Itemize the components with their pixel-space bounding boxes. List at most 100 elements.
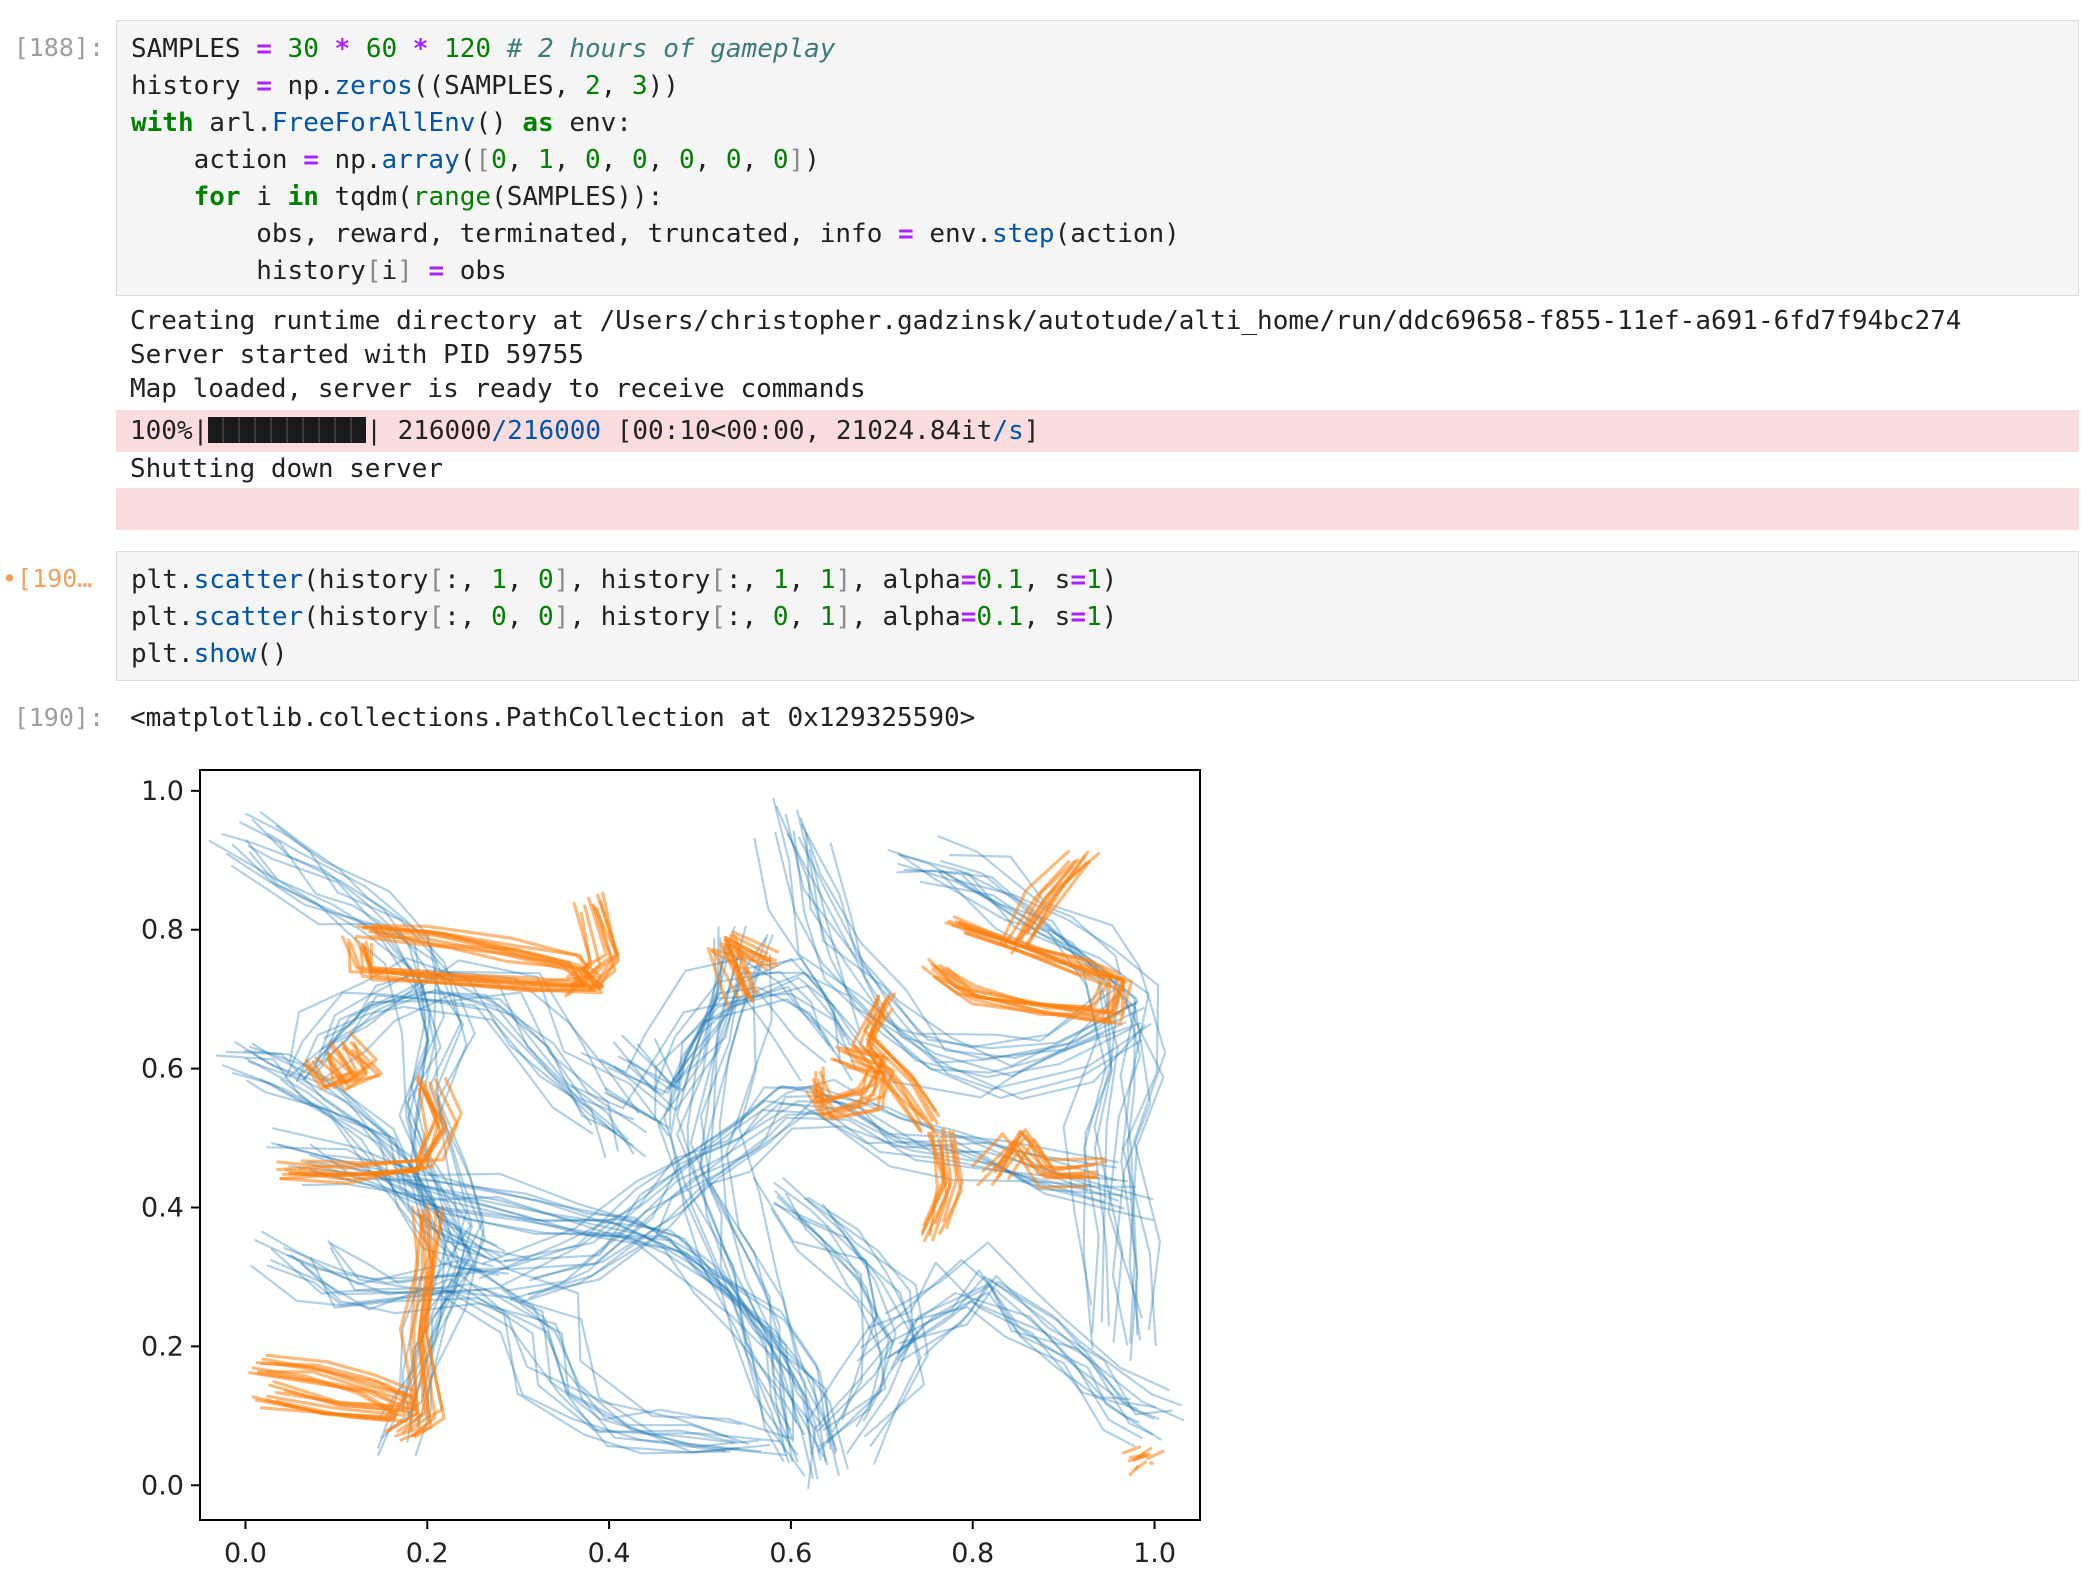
trajectory-trail bbox=[738, 934, 838, 1452]
code-input[interactable]: SAMPLES = 30 * 60 * 120 # 2 hours of gam… bbox=[116, 20, 2079, 296]
trajectory-trail bbox=[896, 869, 1113, 1349]
trajectory-trail bbox=[922, 1128, 945, 1227]
code-line: history = np.zeros((SAMPLES, 2, 3)) bbox=[131, 71, 679, 101]
trajectory-trail bbox=[933, 1128, 953, 1225]
trajectory-trail bbox=[303, 988, 646, 1157]
trajectory-trail bbox=[247, 1060, 510, 1270]
trajectory-trail bbox=[383, 1205, 420, 1434]
trajectory-trail bbox=[886, 1300, 1154, 1436]
trajectory-trail bbox=[501, 1099, 1091, 1287]
trajectory-trail bbox=[270, 1259, 734, 1444]
trajectory-trail bbox=[698, 960, 817, 1490]
trajectory-trail bbox=[326, 1154, 830, 1444]
trajectory-trail bbox=[961, 874, 1165, 1341]
trajectory-trail bbox=[288, 957, 593, 1126]
trajectory-trail bbox=[413, 1210, 446, 1439]
axes-frame bbox=[199, 769, 1201, 1521]
trajectory-trail bbox=[627, 984, 867, 1112]
trajectory-trail bbox=[826, 1209, 929, 1447]
trajectory-trail bbox=[808, 848, 1143, 1099]
trajectory-trail bbox=[251, 819, 485, 1419]
trajectory-trail bbox=[784, 813, 1137, 1050]
repr-output: <matplotlib.collections.PathCollection a… bbox=[116, 700, 2079, 734]
trajectory-trail bbox=[503, 1100, 1129, 1263]
trajectory-trail bbox=[570, 997, 802, 1110]
code-line: plt.show() bbox=[131, 639, 288, 669]
x-tick-label: 0.6 bbox=[769, 1538, 812, 1569]
trajectory-trail bbox=[245, 812, 468, 1412]
trajectory-trail bbox=[903, 868, 1124, 1343]
trajectory-trail bbox=[267, 832, 485, 1420]
trajectory-trail bbox=[942, 1130, 959, 1223]
stderr-output: 100%| | 216000/216000 [00:10<00:00, 21024… bbox=[116, 410, 2079, 452]
trajectory-trail bbox=[796, 809, 1115, 1042]
trajectory-trail bbox=[774, 1190, 893, 1430]
trajectory-trail bbox=[897, 852, 1107, 1334]
trajectory-trail bbox=[897, 1282, 1160, 1420]
stdout-output: Shutting down server bbox=[116, 452, 2079, 486]
trajectory-trail bbox=[253, 1053, 491, 1261]
trajectory-trail bbox=[676, 941, 806, 1477]
trajectory-trail bbox=[809, 1058, 882, 1120]
trajectory-trail bbox=[300, 1262, 762, 1453]
trajectory-trail bbox=[1134, 1460, 1147, 1471]
code-line: SAMPLES = 30 * 60 * 120 # 2 hours of gam… bbox=[131, 34, 836, 64]
trajectory-trail bbox=[308, 1153, 832, 1450]
trajectory-trail bbox=[851, 999, 925, 1120]
trajectory-trail bbox=[231, 1071, 500, 1277]
trajectory-trail bbox=[797, 1216, 914, 1454]
trajectory-trail bbox=[607, 985, 849, 1094]
trajectory-trail bbox=[284, 991, 594, 1135]
trajectory-trail bbox=[617, 971, 859, 1092]
trajectory-trail bbox=[923, 1278, 1185, 1422]
trajectory-trail bbox=[245, 1057, 501, 1263]
trajectory-trail bbox=[773, 1201, 865, 1433]
trajectory-trail bbox=[938, 871, 1136, 1344]
trajectory-trail bbox=[260, 1361, 407, 1412]
trajectory-trail bbox=[699, 955, 814, 1479]
stdout-line: Server started with PID 59755 bbox=[130, 340, 584, 370]
trajectory-trail bbox=[527, 1125, 1154, 1295]
trajectory-trail bbox=[785, 1193, 894, 1432]
trajectory-trail bbox=[309, 1143, 813, 1456]
stdout-line: Shutting down server bbox=[130, 454, 444, 484]
trajectory-trail bbox=[276, 1076, 440, 1172]
trajectory-trail bbox=[288, 990, 618, 1134]
trajectory-trail bbox=[234, 1041, 502, 1257]
trajectory-trail bbox=[657, 938, 799, 1456]
trajectory-trail bbox=[595, 893, 620, 990]
trajectory-trail bbox=[792, 830, 1127, 1074]
trajectory-trail bbox=[580, 957, 831, 1074]
code-input[interactable]: plt.scatter(history[:, 1, 0], history[:,… bbox=[116, 551, 2079, 681]
y-tick-label: 1.0 bbox=[141, 776, 184, 807]
execution-prompt: •[190… bbox=[2, 564, 93, 593]
code-line: with arl.FreeForAllEnv() as env: bbox=[131, 108, 632, 138]
repr-line: <matplotlib.collections.PathCollection a… bbox=[130, 703, 976, 733]
trajectory-trail bbox=[564, 912, 593, 998]
trajectory-trail bbox=[719, 942, 769, 997]
trajectory-trail bbox=[822, 1203, 922, 1465]
trajectory-trail bbox=[280, 1078, 510, 1271]
code-line: history[i] = obs bbox=[131, 256, 507, 286]
trajectory-trail bbox=[776, 1195, 890, 1453]
trajectory-trail bbox=[829, 842, 1146, 1100]
trajectory-trail bbox=[999, 849, 1070, 945]
trajectory-trail bbox=[361, 928, 604, 995]
trajectory-trail bbox=[410, 1212, 434, 1438]
trajectory-trail bbox=[1139, 1446, 1153, 1457]
trajectory-trail bbox=[774, 831, 1133, 1079]
trajectory-trail bbox=[243, 1050, 498, 1247]
trajectory-trail bbox=[613, 992, 857, 1112]
trajectory-trail bbox=[251, 1042, 506, 1252]
trajectory-trail bbox=[889, 1275, 1156, 1409]
x-tick-label: 0.4 bbox=[588, 1538, 631, 1569]
trajectory-trail bbox=[919, 880, 1152, 1346]
trajectory-trail bbox=[718, 934, 822, 1461]
trajectory-trail bbox=[686, 942, 785, 1462]
execution-prompt: [188]: bbox=[13, 33, 104, 62]
stdout-output: Creating runtime directory at /Users/chr… bbox=[116, 304, 2079, 406]
trajectory-trail bbox=[327, 1240, 781, 1443]
trajectory-trail bbox=[510, 1116, 1119, 1300]
trajectory-trail bbox=[266, 1146, 792, 1431]
trajectory-trail bbox=[816, 1045, 885, 1102]
